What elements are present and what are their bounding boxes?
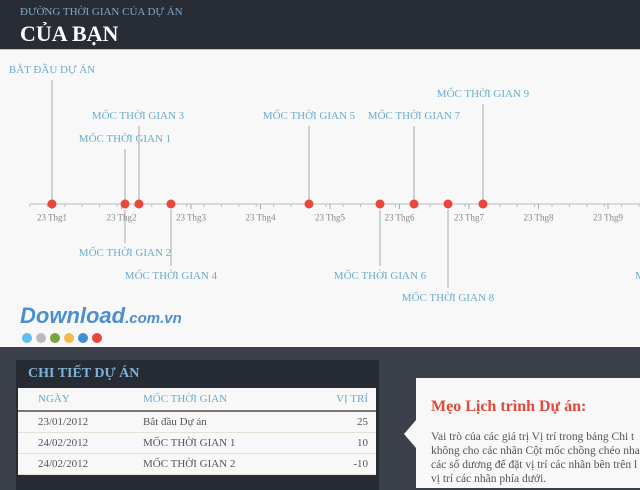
- timeline-svg: 23 Thg1 23 Thg2 23 Thg3 23 Thg4 23 Thg5 23 Th…: [9, 63, 640, 304]
- tip-title: Mẹo Lịch trình Dự án:: [431, 398, 587, 415]
- milestone-dot: [375, 199, 385, 209]
- cell-milestone: MỐC THỜI GIAN 2: [143, 458, 236, 470]
- cell-position: 10: [357, 437, 368, 449]
- milestone-label: MỐC THỜI GIAN 8: [402, 291, 495, 304]
- tick-label: 23 Thg6: [384, 212, 415, 222]
- milestone-dot: [409, 199, 419, 209]
- tick-label: 23 Thg7: [454, 212, 485, 222]
- milestone-label: MỐC THỜI GIAN 3: [92, 109, 185, 122]
- milestone-dot: [134, 199, 144, 209]
- watermark-dot: [64, 333, 74, 343]
- milestone-label: MỐC THỜI GIAN 5: [263, 109, 356, 122]
- milestone-dot: [443, 199, 453, 209]
- header-title: CỦA BẠN: [20, 21, 119, 46]
- milestone-dot: [47, 199, 57, 209]
- tick-label: 23 Thg5: [315, 212, 346, 222]
- milestone-dot: [120, 199, 130, 209]
- cell-milestone: MỐC THỜI GIAN 1: [143, 437, 236, 449]
- watermark-logo: Download.com.vn: [20, 303, 182, 328]
- callout-pointer: [404, 420, 416, 448]
- column-header-date: NGÀY: [38, 393, 70, 405]
- column-header-position: VỊ TRÍ: [336, 393, 368, 405]
- milestone-label: MỐC THỜI GIAN 1: [79, 132, 171, 145]
- cell-date: 24/02/2012: [38, 437, 89, 449]
- milestone-label: M: [635, 270, 640, 282]
- tick-label: 23 Thg9: [593, 212, 624, 222]
- table-row[interactable]: 23/01/2012 Bắt đầu Dự án 25: [18, 412, 376, 433]
- watermark-dot: [78, 333, 88, 343]
- tip-line: Vai trò của các giá trị Vị trí trong bản…: [431, 431, 635, 443]
- timeline-chart: 23 Thg1 23 Thg2 23 Thg3 23 Thg4 23 Thg5 23 Th…: [0, 49, 640, 347]
- cell-date: 24/02/2012: [38, 458, 89, 470]
- column-header-milestone: MỐC THỜI GIAN: [143, 393, 228, 405]
- panel-title: CHI TIẾT DỰ ÁN: [28, 366, 140, 381]
- tick-label: 23 Thg3: [176, 212, 207, 222]
- table-header: NGÀY MỐC THỜI GIAN VỊ TRÍ: [18, 388, 376, 412]
- header: ĐƯỜNG THỜI GIAN CỦA DỰ ÁN CỦA BẠN: [0, 0, 640, 49]
- tick-label: 23 Thg1: [37, 212, 67, 222]
- watermark-dot: [36, 333, 46, 343]
- tip-line: không cho các nhãn Cột mốc chồng chéo nh…: [431, 445, 640, 457]
- table-row[interactable]: 24/02/2012 MỐC THỜI GIAN 1 10: [18, 433, 376, 454]
- cell-position: -10: [353, 458, 368, 470]
- milestone-label: MỐC THỜI GIAN 4: [125, 269, 218, 282]
- tip-line: các số dương để đặt vị trí các nhãn bên …: [431, 459, 638, 471]
- milestone-dot: [166, 199, 176, 209]
- table-row[interactable]: 24/02/2012 MỐC THỜI GIAN 2 -10: [18, 454, 376, 475]
- project-details-panel: CHI TIẾT DỰ ÁN NGÀY MỐC THỜI GIAN VỊ TRÍ…: [16, 360, 379, 490]
- tick-label: 23 Thg2: [106, 212, 136, 222]
- tip-line: vị trí các nhãn phía dưới.: [431, 473, 547, 485]
- tick-label: 23 Thg4: [245, 212, 276, 222]
- milestone-dot: [478, 199, 488, 209]
- cell-position: 25: [357, 416, 368, 428]
- milestone-label: MỐC THỜI GIAN 6: [334, 269, 427, 282]
- tick-label: 23 Thg8: [523, 212, 554, 222]
- watermark-dot: [50, 333, 60, 343]
- tip-body: Vai trò của các giá trị Vị trí trong bản…: [431, 430, 640, 486]
- milestone-dot: [304, 199, 314, 209]
- milestone-label: MỐC THỜI GIAN 9: [437, 87, 530, 100]
- milestone-label: BẮT ĐẦU DỰ ÁN: [9, 63, 95, 76]
- milestone-label: MỐC THỜI GIAN 2: [79, 246, 171, 259]
- cell-date: 23/01/2012: [38, 416, 89, 428]
- watermark-dot: [22, 333, 32, 343]
- cell-milestone: Bắt đầu Dự án: [143, 416, 207, 428]
- milestone-label: MỐC THỜI GIAN 7: [368, 109, 461, 122]
- header-subtitle: ĐƯỜNG THỜI GIAN CỦA DỰ ÁN: [20, 6, 183, 18]
- tip-callout: Mẹo Lịch trình Dự án: Vai trò của các gi…: [416, 378, 640, 488]
- watermark-dot: [92, 333, 102, 343]
- details-table: NGÀY MỐC THỜI GIAN VỊ TRÍ 23/01/2012 Bắt …: [18, 388, 376, 475]
